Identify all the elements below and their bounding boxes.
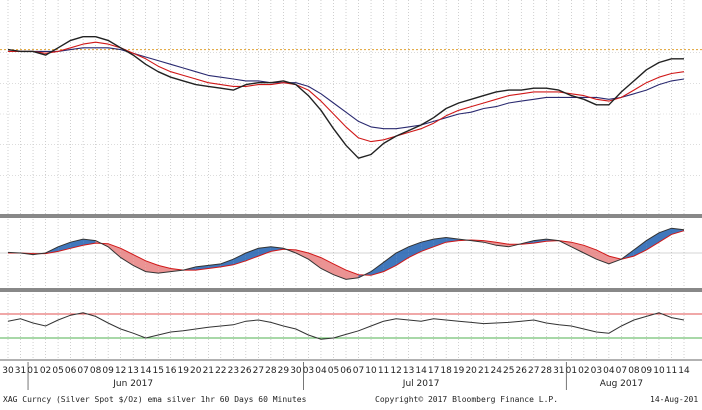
rsi-series-line — [7, 312, 685, 340]
x-tick-label: 16 — [165, 366, 177, 376]
x-tick-label: 14 — [678, 366, 690, 376]
macd-histogram-band — [258, 246, 271, 257]
x-tick-label: 09 — [102, 366, 114, 376]
x-tick-label: 19 — [178, 366, 190, 376]
x-tick-label: 29 — [278, 366, 290, 376]
x-tick-label: 06 — [65, 366, 77, 376]
x-tick-label: 26 — [516, 366, 528, 376]
x-tick-label: 20 — [465, 366, 477, 376]
month-label: Aug 2017 — [600, 379, 643, 389]
vertical-gridlines — [7, 0, 685, 360]
month-label: Jul 2017 — [402, 379, 440, 389]
x-tick-label: 21 — [478, 366, 489, 376]
macd-histogram-band — [421, 239, 434, 252]
x-tick-label: 31 — [553, 366, 564, 376]
macd-histogram-band — [633, 240, 647, 257]
x-tick-label: 19 — [453, 366, 465, 376]
x-tick-label: 31 — [15, 366, 26, 376]
x-tick-label: 18 — [440, 366, 452, 376]
x-tick-label: 02 — [578, 366, 589, 376]
x-tick-label: 08 — [90, 366, 102, 376]
macd-series-line — [7, 227, 685, 280]
x-tick-label: 26 — [240, 366, 252, 376]
x-tick-label: 28 — [265, 366, 277, 376]
macd-histogram-band — [608, 256, 622, 264]
x-tick-label: 09 — [641, 366, 653, 376]
macd-histogram-band — [533, 239, 547, 244]
macd-histogram-band — [383, 253, 397, 272]
x-tick-label: 04 — [315, 366, 327, 376]
x-tick-label: 12 — [115, 366, 126, 376]
x-tick-label: 03 — [303, 366, 314, 376]
x-tick-label: 30 — [290, 366, 302, 376]
macd-histogram-band — [646, 232, 659, 250]
macd-histogram-band — [158, 265, 171, 274]
x-tick-label: 11 — [378, 366, 389, 376]
macd-histogram-band — [346, 270, 359, 280]
x-tick-label: 12 — [390, 366, 401, 376]
macd-histogram-band — [245, 248, 259, 261]
x-axis: 30 31 01 02 05 06 07 08 09 12 13 14 15 16 19 20 21 22 23 26… — [2, 362, 690, 390]
macd-histogram-band — [321, 257, 334, 275]
security-description: XAG Curncy (Silver Spot $/Oz) ema silver… — [3, 395, 307, 404]
x-tick-label: 30 — [2, 366, 14, 376]
x-tick-label: 28 — [541, 366, 553, 376]
x-tick-label: 10 — [365, 366, 377, 376]
panel-divider — [0, 288, 702, 292]
x-tick-label: 20 — [190, 366, 202, 376]
x-tick-label: 27 — [253, 366, 264, 376]
signal-series-line — [8, 230, 685, 276]
macd-histogram-band — [433, 237, 447, 247]
macd-histogram-band — [233, 253, 246, 265]
x-tick-label: 07 — [616, 366, 627, 376]
macd-histogram-band — [596, 249, 609, 264]
x-tick-label: 04 — [603, 366, 615, 376]
x-tick-label: 14 — [140, 366, 152, 376]
x-tick-label: 24 — [490, 366, 502, 376]
x-tick-label: 17 — [428, 366, 439, 376]
x-tick-label: 14 — [415, 366, 427, 376]
x-tick-label: 08 — [628, 366, 640, 376]
x-tick-label: 01 — [27, 366, 38, 376]
x-tick-label: 27 — [528, 366, 539, 376]
ema_slow-series-line — [8, 47, 685, 130]
x-tick-label: 01 — [566, 366, 577, 376]
x-tick-label: 10 — [653, 366, 665, 376]
x-tick-label: 03 — [591, 366, 602, 376]
macd-histogram-band — [145, 260, 159, 274]
x-tick-label: 22 — [215, 366, 226, 376]
rsi-panel — [0, 312, 702, 340]
price-series-line — [7, 36, 684, 159]
month-label: Jun 2017 — [112, 379, 153, 389]
x-tick-label: 23 — [228, 366, 239, 376]
macd-panel — [0, 227, 702, 280]
x-tick-label: 05 — [328, 366, 339, 376]
price-panel — [0, 36, 702, 176]
x-tick-label: 11 — [666, 366, 677, 376]
x-tick-label: 07 — [77, 366, 88, 376]
x-tick-label: 13 — [403, 366, 414, 376]
x-tick-label: 02 — [40, 366, 51, 376]
panel-divider — [0, 214, 702, 218]
x-tick-label: 05 — [52, 366, 63, 376]
x-tick-label: 13 — [127, 366, 138, 376]
macd-histogram-band — [396, 246, 409, 266]
x-tick-label: 15 — [152, 366, 163, 376]
x-tick-label: 06 — [340, 366, 352, 376]
macd-histogram-band — [133, 254, 146, 272]
macd-histogram-band — [446, 237, 459, 243]
macd-histogram-band — [120, 248, 134, 266]
copyright-text: Copyright© 2017 Bloomberg Finance L.P. — [375, 395, 559, 404]
x-tick-label: 25 — [503, 366, 514, 376]
x-tick-label: 21 — [203, 366, 214, 376]
x-tick-label: 07 — [353, 366, 364, 376]
footer-date: 14-Aug-201 — [650, 395, 699, 404]
macd-histogram-band — [58, 242, 71, 252]
